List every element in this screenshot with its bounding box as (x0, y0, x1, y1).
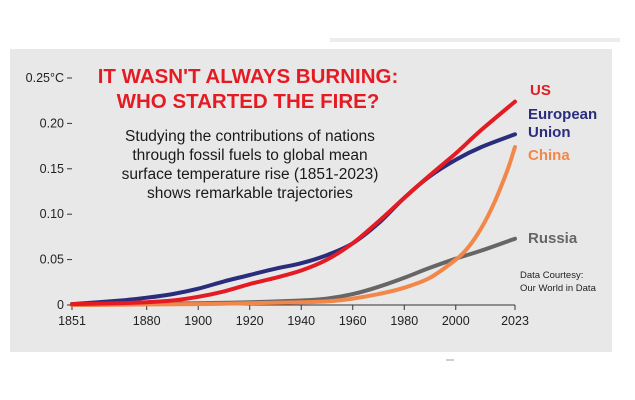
y-tick-label: 0 (57, 298, 64, 312)
series-label-us: US (530, 82, 551, 99)
x-tick-label: 1880 (133, 314, 161, 328)
chart-subtitle-line-3: surface temperature rise (1851-2023) (122, 166, 379, 183)
chart-subtitle-line-4: shows remarkable trajectories (147, 185, 353, 202)
series-label-european-union-line-1: European (528, 106, 597, 123)
x-tick-label: 1900 (184, 314, 212, 328)
x-tick-label: 2000 (442, 314, 470, 328)
source-line-1: Data Courtesy: (520, 270, 583, 281)
series-label-european-union-line-2: Union (528, 124, 571, 141)
y-tick-label: 0.15 (40, 162, 64, 176)
x-tick-label: 1851 (58, 314, 86, 328)
chart-title-line-2: WHO STARTED THE FIRE? (117, 90, 380, 113)
chart-subtitle-line-2: through fossil fuels to global mean (132, 147, 367, 164)
top-divider (330, 38, 620, 42)
series-label-russia: Russia (528, 230, 578, 247)
chart-title-line-1: IT WASN'T ALWAYS BURNING: (98, 65, 399, 88)
bottom-mark (446, 359, 454, 361)
y-tick-label: 0.05 (40, 253, 64, 267)
source-line-2: Our World in Data (520, 283, 597, 294)
series-line-us (70, 99, 517, 307)
y-tick-label: 0.20 (40, 116, 64, 130)
y-tick-label: 0.25°C (26, 71, 64, 85)
x-tick-label: 2023 (501, 314, 529, 328)
chart-subtitle-line-1: Studying the contributions of nations (125, 128, 375, 145)
x-tick-label: 1980 (390, 314, 418, 328)
x-tick-label: 1920 (236, 314, 264, 328)
y-tick-label: 0.10 (40, 207, 64, 221)
x-tick-label: 1940 (287, 314, 315, 328)
series-label-china: China (528, 147, 570, 164)
x-tick-label: 1960 (339, 314, 367, 328)
series-line-china (70, 145, 517, 307)
